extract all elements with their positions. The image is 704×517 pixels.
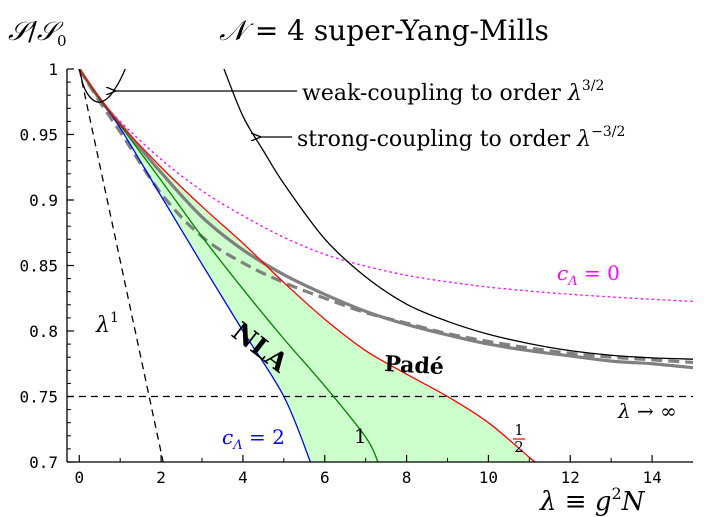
series-c-0 <box>78 69 693 303</box>
series-c-2 <box>78 69 312 462</box>
x-tick-label: 4 <box>238 468 248 487</box>
series-pad <box>77 69 693 370</box>
y-tick-label: 0.9 <box>29 191 58 210</box>
y-tick-label: 0.8 <box>29 322 58 341</box>
c-lambda-0-label: cΛ = 0 <box>557 261 620 289</box>
nla-band-layer <box>79 69 536 462</box>
x-tick-label: 10 <box>479 468 498 487</box>
weak-coupling-label: weak-coupling to order λ3/2 <box>302 78 604 106</box>
series-pad-dashed <box>77 69 693 365</box>
x-tick-label: 8 <box>402 468 412 487</box>
series-weak-coupling-to-order-3-2 <box>78 69 126 103</box>
chart-title: 𝒩 = 4 super-Yang-Mills <box>219 14 549 47</box>
strong-coupling-label: strong-coupling to order λ−3/2 <box>297 124 625 152</box>
lambda-infinity-label: λ → ∞ <box>617 399 677 423</box>
x-tick-label: 0 <box>74 468 84 487</box>
series-strong-coupling-to-order-3-2 <box>223 69 693 360</box>
pade-label: Padé <box>384 351 445 380</box>
y-tick-label: 0.75 <box>19 388 58 407</box>
svg-text:2: 2 <box>514 438 524 456</box>
y-axis-label: 𝒮/𝒮0 <box>8 17 67 50</box>
series-1 <box>78 69 164 462</box>
svg-text:1: 1 <box>514 421 524 439</box>
c-lambda-2-label: cΛ = 2 <box>222 425 285 453</box>
x-tick-label: 14 <box>642 468 661 487</box>
x-tick-label: 6 <box>320 468 330 487</box>
x-axis-label: λ ≡ g2N <box>539 484 646 517</box>
y-tick-label: 0.95 <box>19 126 58 145</box>
x-tick-label: 12 <box>561 468 580 487</box>
c-lambda-1-label: 1 <box>354 424 367 448</box>
y-tick-label: 1 <box>48 60 58 79</box>
series-c-1-2 <box>78 69 536 462</box>
y-tick-label: 0.7 <box>29 453 58 472</box>
lambda-1-label: λ1 <box>95 310 119 338</box>
c-lambda-half-label: 1 2 <box>513 421 525 456</box>
x-tick-label: 2 <box>156 468 166 487</box>
series-layer <box>67 69 693 462</box>
nla-band <box>79 69 536 462</box>
y-tick-label: 0.85 <box>19 257 58 276</box>
